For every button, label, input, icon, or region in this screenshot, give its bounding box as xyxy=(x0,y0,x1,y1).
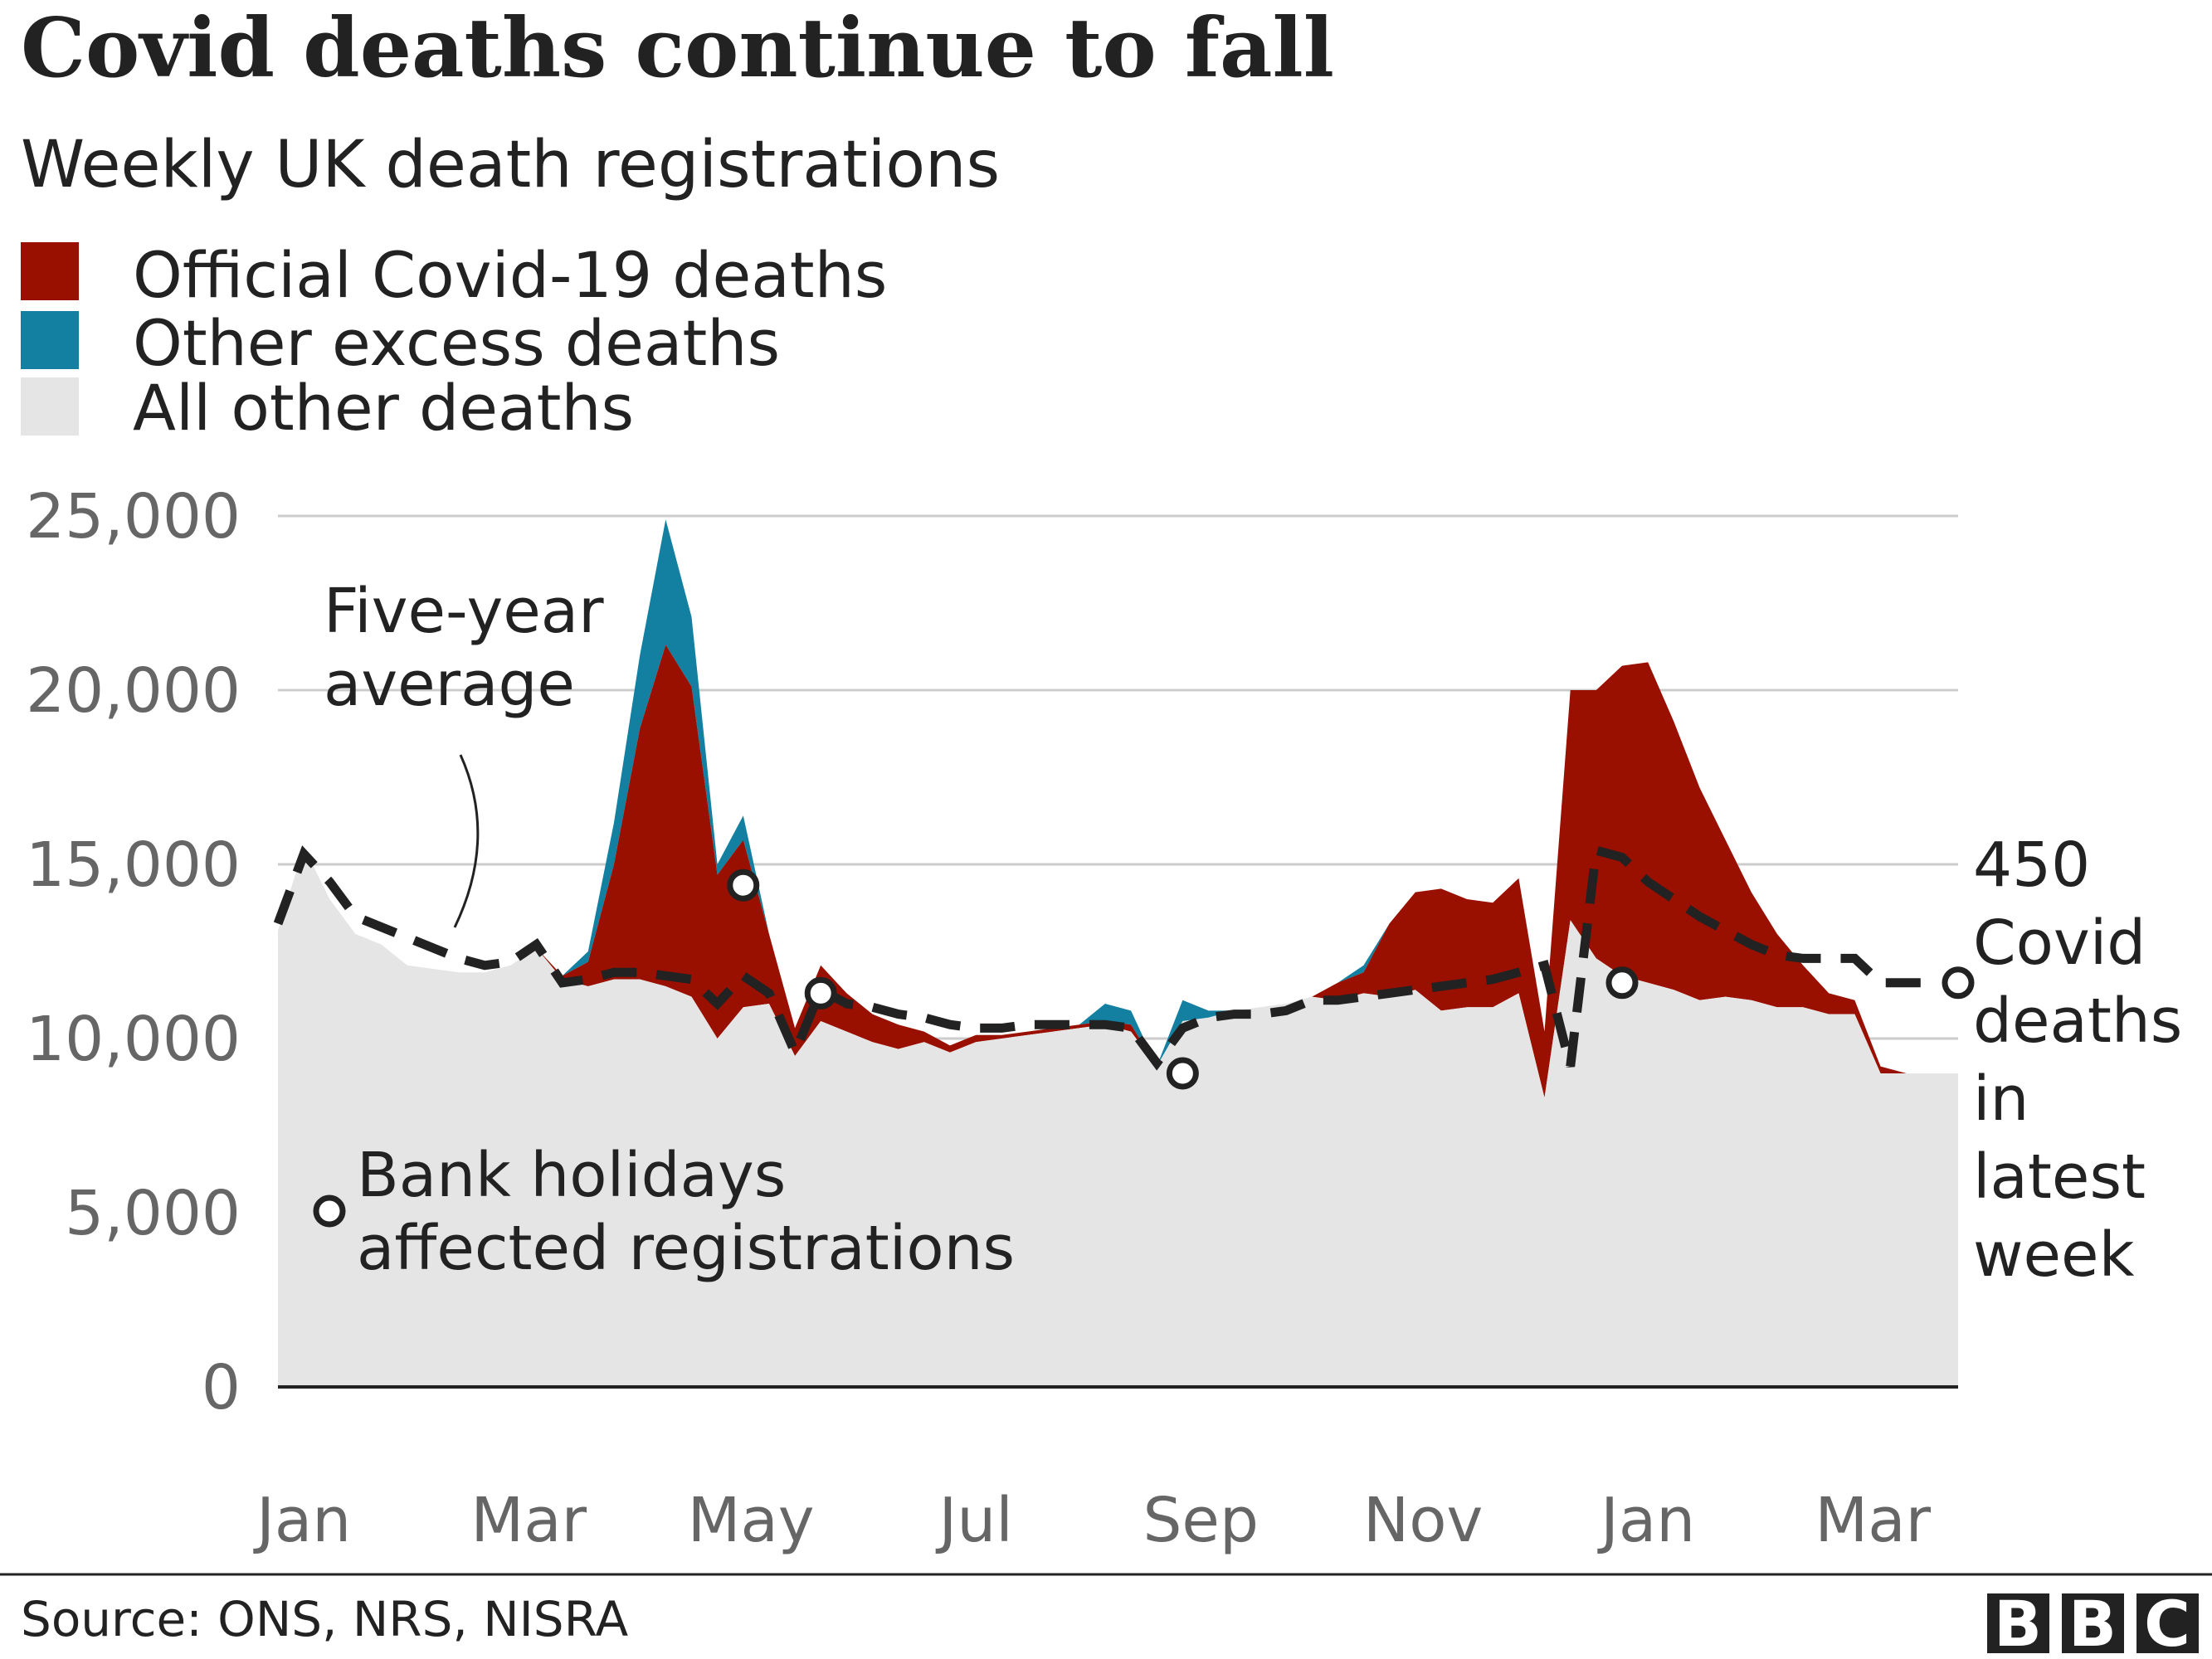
latest-label-line1: 450 xyxy=(1973,830,2090,901)
area-all-other-deaths xyxy=(278,847,1958,1387)
bbc-logo-letter-1: B xyxy=(1994,1587,2042,1659)
legend-label-excess: Other excess deaths xyxy=(133,306,780,380)
legend: Official Covid-19 deaths Other excess de… xyxy=(21,238,887,445)
x-tick-label-1: Mar xyxy=(470,1485,587,1556)
area-covid-deaths xyxy=(278,645,1958,1098)
x-axis-labels: Jan Mar May Jul Sep Nov Jan Mar xyxy=(253,1485,1931,1556)
legend-swatch-other xyxy=(21,377,79,435)
bbc-logo: B B C xyxy=(1987,1587,2199,1659)
x-tick-label-7: Mar xyxy=(1815,1485,1931,1556)
bbc-logo-box-1 xyxy=(1987,1593,2049,1653)
bank-holiday-marker-3 xyxy=(1605,966,1639,1000)
x-tick-label-6: Jan xyxy=(1597,1485,1695,1556)
chart-title: Covid deaths continue to fall xyxy=(21,1,1334,96)
y-tick-label-25000: 25,000 xyxy=(26,481,241,552)
legend-label-other: All other deaths xyxy=(133,371,634,445)
bbc-logo-box-2 xyxy=(2062,1593,2124,1653)
legend-label-covid: Official Covid-19 deaths xyxy=(133,238,887,312)
five-year-pointer xyxy=(453,754,480,928)
bbc-logo-letter-2: B xyxy=(2068,1587,2117,1659)
five-year-label-line2: average xyxy=(324,649,575,720)
y-tick-label-10000: 10,000 xyxy=(26,1004,241,1075)
y-tick-label-20000: 20,000 xyxy=(26,655,241,727)
bbc-logo-box-3 xyxy=(2136,1593,2199,1653)
bbc-logo-letter-3: C xyxy=(2144,1587,2190,1659)
bank-holiday-legend-marker xyxy=(313,1194,346,1228)
latest-label-line5: latest xyxy=(1973,1141,2146,1213)
latest-label-line2: Covid xyxy=(1973,907,2146,979)
bank-holiday-label-line1: Bank holidays xyxy=(357,1140,786,1211)
x-tick-label-4: Sep xyxy=(1143,1485,1258,1556)
latest-week-label: 450 Covid deaths in latest week xyxy=(1973,830,2182,1291)
bank-holiday-markers xyxy=(727,868,1975,1090)
bank-holiday-marker-0 xyxy=(727,868,760,902)
y-tick-label-5000: 5,000 xyxy=(65,1178,241,1249)
latest-label-line6: week xyxy=(1973,1219,2135,1291)
y-tick-label-0: 0 xyxy=(202,1352,241,1423)
five-year-average-line xyxy=(273,844,1932,1071)
five-year-label-line1: Five-year xyxy=(324,576,604,647)
legend-swatch-excess xyxy=(21,311,79,369)
y-axis-labels: 0 5,000 10,000 15,000 20,000 25,000 xyxy=(26,481,241,1423)
bank-holiday-marker-4 xyxy=(1942,966,1975,1000)
latest-label-line3: deaths xyxy=(1973,985,2182,1057)
x-tick-label-3: Jul xyxy=(936,1485,1013,1556)
bank-holiday-label-line2: affected registrations xyxy=(357,1213,1015,1284)
latest-label-line4: in xyxy=(1973,1063,2029,1135)
bank-holiday-marker-2 xyxy=(1166,1057,1199,1090)
chart-subtitle: Weekly UK death registrations xyxy=(21,128,1000,202)
y-tick-label-15000: 15,000 xyxy=(26,830,241,901)
x-tick-label-2: May xyxy=(688,1485,815,1556)
stacked-areas xyxy=(278,519,1958,1387)
x-tick-label-5: Nov xyxy=(1363,1485,1483,1556)
five-year-average-path xyxy=(273,844,1932,1071)
bank-holiday-marker-1 xyxy=(804,976,837,1010)
legend-swatch-covid xyxy=(21,242,79,300)
source-note: Source: ONS, NRS, NISRA xyxy=(21,1591,629,1647)
x-tick-label-0: Jan xyxy=(253,1485,351,1556)
